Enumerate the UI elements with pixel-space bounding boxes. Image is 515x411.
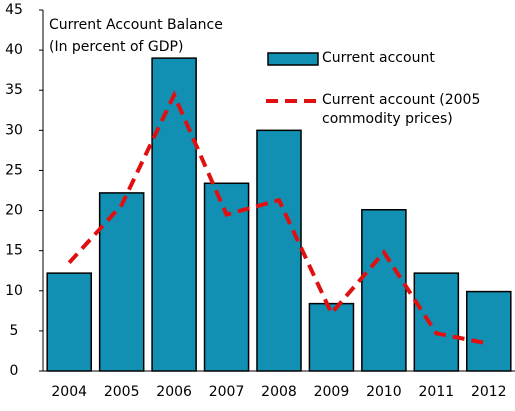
y-tick-label: 45 (5, 2, 23, 18)
y-tick-label: 25 (5, 162, 23, 178)
x-tick-label: 2012 (471, 384, 507, 400)
y-tick-label: 35 (5, 82, 23, 98)
chart-title: Current Account Balance (49, 17, 223, 33)
x-tick-label: 2004 (51, 384, 87, 400)
y-tick-label: 20 (5, 203, 23, 219)
x-tick-label: 2006 (156, 384, 192, 400)
legend-swatch (267, 52, 319, 66)
bar (151, 57, 197, 372)
legend-label: Current account (2005 commodity prices) (322, 92, 481, 127)
x-tick-label: 2005 (104, 384, 140, 400)
x-tick-label: 2010 (366, 384, 402, 400)
legend-label: Current account (322, 50, 435, 66)
bar (98, 192, 145, 372)
x-tick-label: 2008 (261, 384, 297, 400)
y-tick-label: 40 (5, 42, 23, 58)
bar (46, 272, 92, 372)
line (67, 90, 490, 346)
y-tick-label: 10 (5, 283, 23, 299)
bar (466, 290, 512, 372)
bar (361, 209, 407, 372)
chart-subtitle: (In percent of GDP) (49, 39, 183, 55)
y-tick-label: 5 (10, 323, 19, 339)
bar (308, 302, 355, 372)
y-tick-label: 0 (10, 363, 19, 379)
x-tick-label: 2009 (314, 384, 350, 400)
y-tick-label: 30 (5, 122, 23, 138)
y-tick-label: 15 (5, 243, 23, 259)
x-tick-label: 2007 (209, 384, 245, 400)
bar (256, 129, 302, 372)
bar (413, 272, 460, 372)
x-tick-label: 2011 (419, 384, 455, 400)
